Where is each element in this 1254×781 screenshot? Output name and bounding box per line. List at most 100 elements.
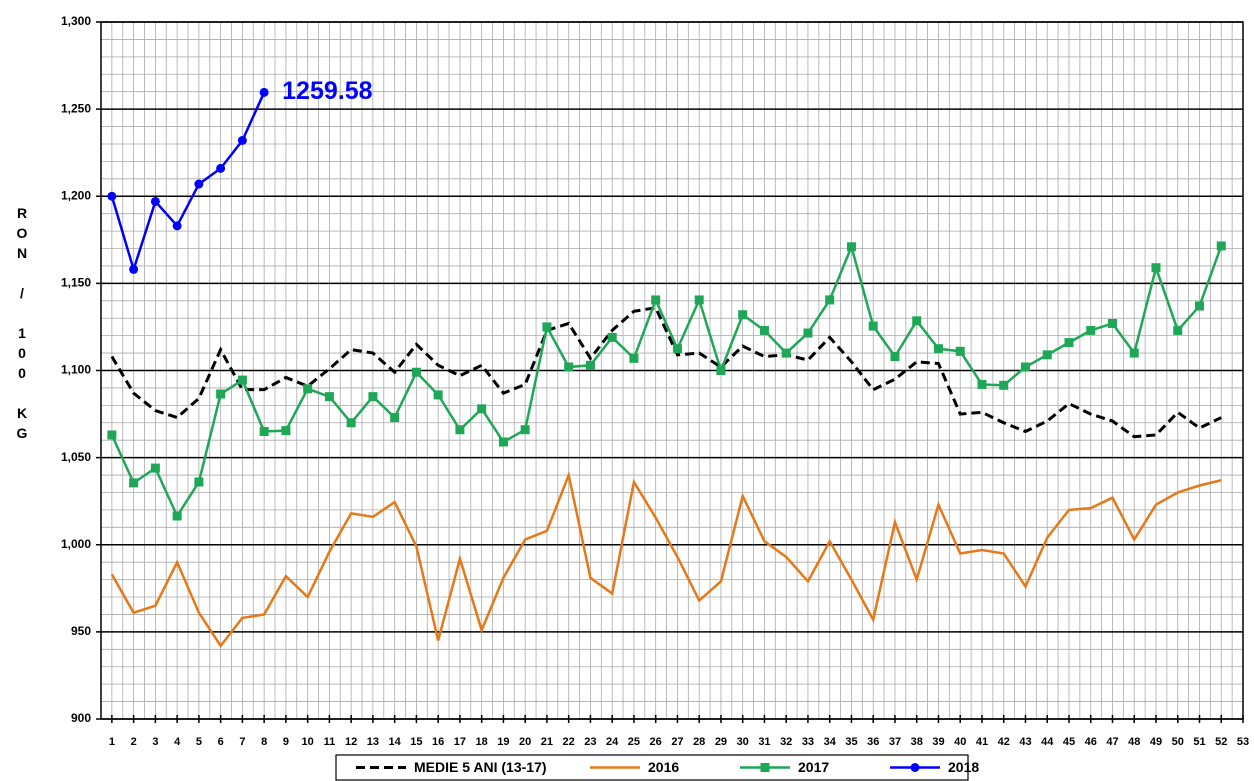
marker bbox=[759, 325, 769, 335]
marker bbox=[107, 191, 117, 201]
marker bbox=[1086, 325, 1096, 335]
marker bbox=[1151, 263, 1161, 273]
plot-border bbox=[100, 21, 1244, 720]
x-tick-label: 47 bbox=[1106, 736, 1118, 748]
x-tick-label: 11 bbox=[324, 736, 336, 748]
legend-label: 2018 bbox=[948, 759, 979, 775]
marker bbox=[433, 390, 443, 400]
marker bbox=[977, 379, 987, 389]
x-tick-label: 38 bbox=[911, 736, 923, 748]
marker bbox=[825, 295, 835, 305]
x-tick-label: 34 bbox=[824, 736, 837, 748]
x-tick-label: 41 bbox=[976, 736, 988, 748]
x-tick-label: 1 bbox=[109, 736, 115, 748]
y-tick-label: 950 bbox=[71, 624, 91, 638]
data-label: 1259.58 bbox=[282, 77, 372, 105]
x-tick-label: 3 bbox=[152, 736, 158, 748]
marker bbox=[716, 366, 726, 375]
x-tick-label: 15 bbox=[410, 736, 422, 748]
x-tick-label: 51 bbox=[1193, 736, 1205, 748]
marker bbox=[259, 87, 269, 97]
legend-label: 2017 bbox=[798, 759, 829, 775]
marker bbox=[933, 344, 943, 354]
marker bbox=[129, 478, 139, 488]
marker bbox=[107, 430, 117, 440]
series-line bbox=[110, 306, 1222, 439]
x-tick-label: 52 bbox=[1215, 736, 1227, 748]
marker bbox=[651, 295, 661, 305]
x-tick-label: 50 bbox=[1172, 736, 1184, 748]
x-tick-label: 6 bbox=[218, 736, 224, 748]
x-tick-label: 32 bbox=[780, 736, 792, 748]
x-tick-label: 28 bbox=[693, 736, 705, 748]
x-tick-label: 30 bbox=[737, 736, 749, 748]
marker bbox=[542, 322, 552, 332]
x-tick-label: 22 bbox=[563, 736, 575, 748]
marker bbox=[150, 196, 160, 206]
marker bbox=[1194, 301, 1204, 311]
marker bbox=[564, 362, 574, 372]
x-tick-label: 23 bbox=[584, 736, 596, 748]
marker bbox=[129, 264, 139, 274]
y-tick-label: 1,100 bbox=[61, 363, 91, 377]
series-line bbox=[110, 470, 1222, 648]
x-tick-label: 53 bbox=[1237, 736, 1249, 748]
y-tick-label: 1,150 bbox=[61, 276, 91, 290]
x-tick-label: 36 bbox=[867, 736, 879, 748]
x-tick-label: 21 bbox=[541, 736, 553, 748]
series-line bbox=[110, 91, 266, 274]
x-tick-label: 46 bbox=[1085, 736, 1097, 748]
y-tick-label: 900 bbox=[71, 711, 91, 725]
marker bbox=[846, 242, 856, 252]
x-tick-label: 14 bbox=[389, 736, 402, 748]
marker bbox=[172, 511, 182, 521]
x-tick-label: 33 bbox=[802, 736, 814, 748]
marker bbox=[346, 418, 356, 428]
marker bbox=[194, 179, 204, 189]
x-tick-label: 29 bbox=[715, 736, 727, 748]
series-line bbox=[110, 242, 1223, 519]
marker bbox=[216, 389, 226, 399]
marker bbox=[955, 346, 965, 356]
x-tick-label: 49 bbox=[1150, 736, 1162, 748]
marker bbox=[324, 392, 334, 402]
x-tick-label: 20 bbox=[519, 736, 531, 748]
x-tick-label: 42 bbox=[998, 736, 1010, 748]
y-tick-label: 1,250 bbox=[61, 101, 91, 115]
legend-label: 2016 bbox=[648, 759, 679, 775]
marker bbox=[672, 344, 682, 354]
marker bbox=[455, 425, 465, 435]
marker bbox=[912, 316, 922, 326]
marker bbox=[1064, 338, 1074, 348]
x-tick-label: 48 bbox=[1128, 736, 1140, 748]
marker bbox=[411, 367, 421, 377]
marker bbox=[607, 332, 617, 342]
marker bbox=[868, 321, 878, 331]
marker bbox=[781, 348, 791, 358]
marker bbox=[999, 380, 1009, 390]
x-tick-label: 27 bbox=[671, 736, 683, 748]
marker bbox=[390, 413, 400, 423]
x-tick-label: 18 bbox=[476, 736, 488, 748]
legend-marker bbox=[760, 763, 770, 772]
x-tick-label: 2 bbox=[131, 736, 137, 748]
y-axis-label: RON / 100 KG bbox=[14, 205, 30, 445]
x-tick-label: 5 bbox=[196, 736, 202, 748]
y-tick-label: 1,200 bbox=[61, 188, 91, 202]
marker bbox=[803, 328, 813, 338]
x-tick-label: 7 bbox=[239, 736, 245, 748]
x-tick-label: 40 bbox=[954, 736, 966, 748]
marker bbox=[303, 384, 313, 394]
x-tick-label: 12 bbox=[345, 736, 357, 748]
marker bbox=[585, 360, 595, 370]
x-tick-label: 25 bbox=[628, 736, 640, 748]
marker bbox=[477, 404, 487, 414]
legend-marker bbox=[910, 763, 920, 772]
y-tick-label: 1,300 bbox=[61, 14, 91, 28]
marker bbox=[738, 310, 748, 320]
x-tick-label: 43 bbox=[1019, 736, 1031, 748]
marker bbox=[1216, 241, 1226, 251]
marker bbox=[520, 425, 530, 435]
